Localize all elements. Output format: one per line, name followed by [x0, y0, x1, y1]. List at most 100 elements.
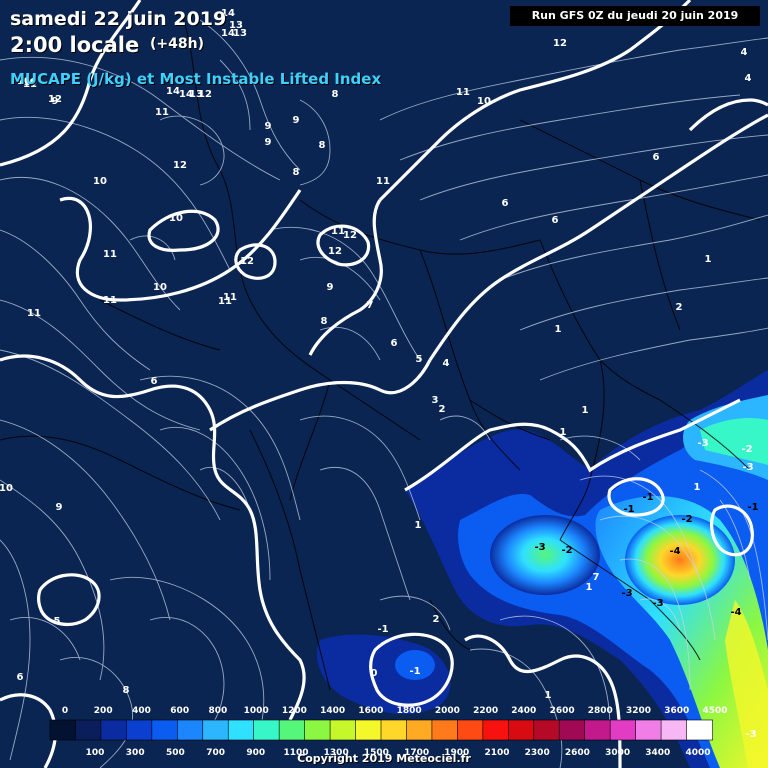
lifted-index-label: 11 — [103, 249, 117, 260]
lifted-index-label: -3 — [697, 438, 708, 449]
colorbar-top-label: 3200 — [626, 706, 651, 716]
lifted-index-label: 9 — [327, 282, 334, 293]
lifted-index-label: 0 — [371, 668, 378, 679]
colorbar-swatch — [126, 719, 153, 741]
lifted-index-label: 12 — [173, 160, 187, 171]
lifted-index-label: 12 — [343, 230, 357, 241]
lifted-index-label: -3 — [742, 462, 753, 473]
colorbar-top-label: 2400 — [511, 706, 536, 716]
lifted-index-label: -4 — [730, 607, 741, 618]
lifted-index-label: 11 — [331, 226, 345, 237]
colorbar-bottom-label: 1300 — [324, 748, 349, 758]
cape-shading — [316, 370, 768, 768]
colorbar-top-label: 200 — [94, 706, 113, 716]
lifted-index-label: 2 — [676, 302, 683, 313]
lifted-index-label: 12 — [48, 94, 62, 105]
lifted-index-label: 2 — [433, 614, 440, 625]
colorbar-swatch — [49, 719, 77, 741]
lifted-index-label: 9 — [265, 137, 272, 148]
colorbar-top-label: 3600 — [664, 706, 689, 716]
country-borders — [0, 9, 761, 691]
colorbar-top-label: 800 — [209, 706, 228, 716]
lifted-index-label: 11 — [155, 107, 169, 118]
lifted-index-label: 10 — [17, 76, 31, 87]
lifted-index-label: 6 — [151, 376, 158, 387]
colorbar-swatch — [686, 719, 713, 741]
lifted-index-label: 10 — [0, 483, 13, 494]
colorbar-bottom-label-group: 100 300 500 700 900 1100 1300 1500 1700 1900 2100 2… — [86, 748, 711, 758]
lifted-index-label: -3 — [652, 598, 663, 609]
lifted-index-label: -1 — [623, 504, 634, 515]
colorbar-swatch — [635, 719, 662, 741]
lifted-index-label: 11 — [23, 79, 37, 90]
colorbar-bottom-label: 1900 — [444, 748, 469, 758]
lifted-index-label: 9 — [293, 115, 300, 126]
colorbar-bottom-label: 3400 — [645, 748, 670, 758]
colorbar-swatch — [380, 719, 408, 741]
colorbar-bottom-label: 100 — [86, 748, 105, 758]
lifted-index-label: 1 — [586, 582, 593, 593]
forecast-step: (+48h) — [150, 36, 204, 52]
colorbar-top-label: 1600 — [358, 706, 383, 716]
colorbar-bottom-label: 4000 — [685, 748, 710, 758]
lifted-index-label: 5 — [54, 616, 61, 627]
lifted-index-label: -2 — [741, 444, 752, 455]
lifted-index-label: 9 — [52, 96, 59, 107]
parameter-title: MUCAPE (J/kg) et Most Instable Lifted In… — [10, 70, 382, 88]
copyright-notice: Copyright 2019 Meteociel.fr — [297, 752, 471, 765]
lifted-index-label: 4 — [741, 47, 748, 58]
colorbar-bottom-label: 500 — [166, 748, 185, 758]
colorbar-top-label: 1200 — [282, 706, 307, 716]
lifted-index-label: 8 — [293, 167, 300, 178]
colorbar-swatch — [329, 719, 357, 741]
run-info-box: Run GFS 0Z du jeudi 20 juin 2019 — [510, 6, 760, 26]
lifted-index-label: 4 — [443, 358, 450, 369]
lifted-index-label: 1 — [705, 254, 712, 265]
lifted-index-label: 6 — [653, 152, 660, 163]
lifted-index-label: 13 — [229, 20, 243, 31]
colorbar-top-label: 1800 — [397, 706, 422, 716]
lifted-index-label: 11 — [223, 292, 237, 303]
colorbar-swatch — [482, 719, 510, 741]
lifted-index-label: 12 — [553, 38, 567, 49]
lifted-index-label: 12 — [240, 256, 254, 267]
colorbar-bottom-label: 3000 — [605, 748, 630, 758]
lifted-index-label: 8 — [123, 685, 130, 696]
colorbar-swatch — [253, 719, 281, 741]
colorbar-top-label: 400 — [132, 706, 151, 716]
lifted-index-label: 7 — [593, 572, 600, 583]
colorbar-swatch — [100, 719, 128, 741]
colorbar-top-label: 2000 — [435, 706, 460, 716]
lifted-index-label: 1 — [555, 324, 562, 335]
lifted-index-label: 10 — [169, 213, 183, 224]
colorbar-swatch — [660, 719, 688, 741]
colorbar-bottom-label: 2300 — [525, 748, 550, 758]
lifted-index-label: 4 — [745, 73, 752, 84]
lifted-index-label: 10 — [153, 282, 167, 293]
lifted-index-label: 8 — [321, 316, 328, 327]
lifted-index-label: 10 — [23, 77, 37, 88]
colorbar-bottom-label: 1500 — [364, 748, 389, 758]
colorbar-swatch — [278, 719, 306, 741]
lifted-index-label: -1 — [747, 502, 758, 513]
lifted-index-label: 12 — [328, 246, 342, 257]
lifted-index-label: 11 — [103, 295, 117, 306]
lifted-index-label: -3 — [745, 729, 756, 740]
colorbar-top-label: 600 — [170, 706, 189, 716]
colorbar-swatch — [151, 719, 179, 741]
colorbar-top-label: 2200 — [473, 706, 498, 716]
colorbar-bottom-label: 2100 — [484, 748, 509, 758]
colorbar-swatch — [457, 719, 484, 741]
colorbar-swatch — [75, 719, 102, 741]
lifted-index-label: 1 — [415, 520, 422, 531]
lifted-index-label: -1 — [409, 666, 420, 677]
lifted-index-label: 11 — [456, 87, 470, 98]
lifted-index-label: -2 — [681, 514, 692, 525]
colorbar-top-label: 4500 — [702, 706, 727, 716]
lifted-index-label: 11 — [376, 176, 390, 187]
colorbar-bottom-label: 300 — [126, 748, 145, 758]
colorbar-top-label: 0 — [62, 706, 68, 716]
lifted-index-label: 11 — [27, 308, 41, 319]
lifted-index-label: 1 — [694, 482, 701, 493]
